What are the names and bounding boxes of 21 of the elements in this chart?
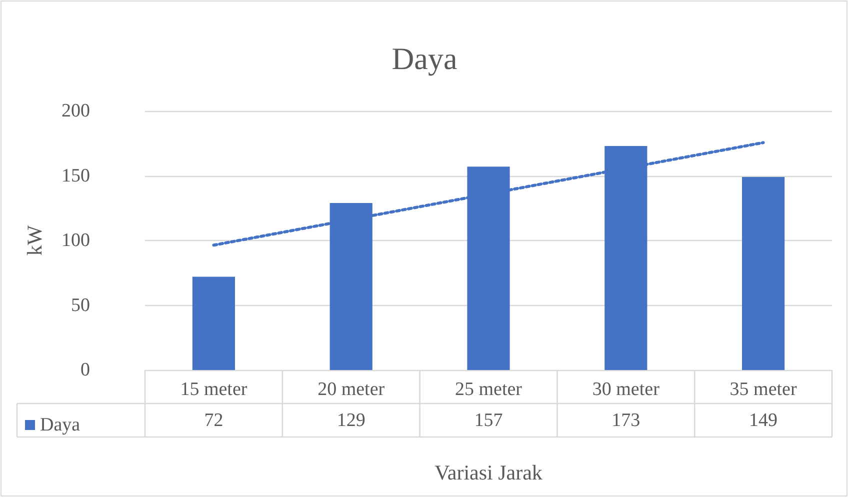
x-tick-label: 35 meter	[730, 379, 798, 400]
y-tick-label: 150	[62, 165, 90, 186]
data-label: 173	[612, 410, 640, 431]
x-tick-label: 15 meter	[180, 379, 248, 400]
y-tick-label: 200	[62, 100, 90, 122]
x-tick-label: 25 meter	[454, 379, 523, 400]
data-label: 72	[204, 410, 224, 431]
legend-label: Daya	[40, 414, 81, 436]
y-tick-label: 0	[80, 360, 90, 380]
bar	[192, 276, 235, 370]
chart-title: Daya	[392, 41, 458, 76]
data-label: 129	[336, 410, 366, 431]
bar	[742, 177, 785, 370]
x-tick-label: 20 meter	[318, 379, 386, 400]
x-axis-title: Variasi Jarak	[434, 460, 543, 484]
data-label: 149	[749, 410, 778, 431]
y-axis-title: kW	[22, 225, 46, 256]
x-tick-label: 30 meter	[592, 379, 660, 400]
y-tick-label: 50	[71, 294, 90, 316]
y-tick-label: 100	[62, 230, 90, 251]
data-label: 157	[474, 410, 503, 431]
